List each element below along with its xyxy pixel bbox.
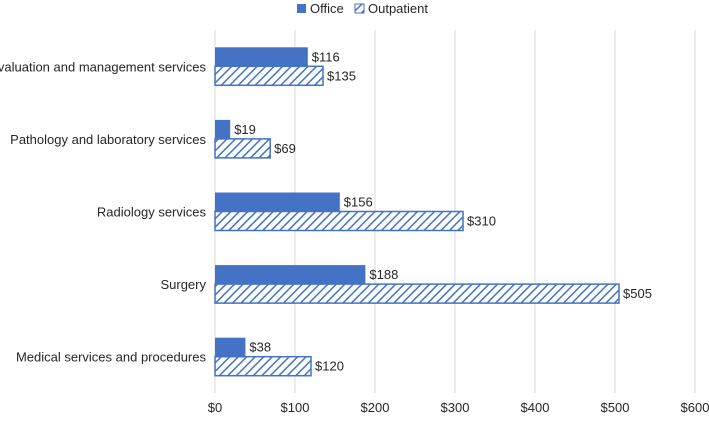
outpatient-value-label: $120 xyxy=(315,359,344,374)
office-bar xyxy=(215,47,308,67)
outpatient-bar xyxy=(214,65,324,87)
outpatient-bar xyxy=(214,355,312,377)
outpatient-bar xyxy=(214,138,271,159)
category-label: Evaluation and management services xyxy=(0,59,206,74)
category-label: Surgery xyxy=(160,277,206,292)
office-bar xyxy=(215,119,231,139)
office-bar xyxy=(215,337,246,357)
x-tick-label: $100 xyxy=(281,400,310,415)
outpatient-value-label: $135 xyxy=(327,68,356,83)
office-value-label: $116 xyxy=(312,49,340,64)
office-value-label: $19 xyxy=(234,122,256,137)
office-value-label: $38 xyxy=(249,340,271,355)
legend-outpatient-swatch xyxy=(354,3,365,14)
category-label: Pathology and laboratory services xyxy=(10,132,206,147)
category-label: Radiology services xyxy=(97,205,207,220)
x-tick-label: $200 xyxy=(361,400,390,415)
outpatient-value-label: $310 xyxy=(467,214,496,229)
office-value-label: $188 xyxy=(369,267,398,282)
x-tick-label: $600 xyxy=(681,400,709,415)
category-label: Medical services and procedures xyxy=(16,350,207,365)
outpatient-bar xyxy=(214,283,620,304)
office-value-label: $156 xyxy=(344,195,373,210)
x-tick-label: $300 xyxy=(441,400,470,415)
office-bar xyxy=(215,192,340,212)
labels: $0 $100 $200 $300 $400 $500 $600 Evaluation and… xyxy=(0,49,709,415)
bars xyxy=(214,47,620,377)
office-bar xyxy=(215,265,366,285)
x-tick-label: $400 xyxy=(521,400,550,415)
outpatient-value-label: $505 xyxy=(623,286,652,301)
outpatient-bar xyxy=(214,210,464,232)
outpatient-value-label: $69 xyxy=(274,141,296,156)
x-tick-label: $500 xyxy=(601,400,630,415)
x-tick-label: $0 xyxy=(208,400,222,415)
legend-office-label: Office xyxy=(310,1,344,16)
legend: Office Outpatient xyxy=(297,1,428,16)
legend-outpatient-label: Outpatient xyxy=(368,1,428,16)
legend-office-swatch xyxy=(297,4,306,13)
